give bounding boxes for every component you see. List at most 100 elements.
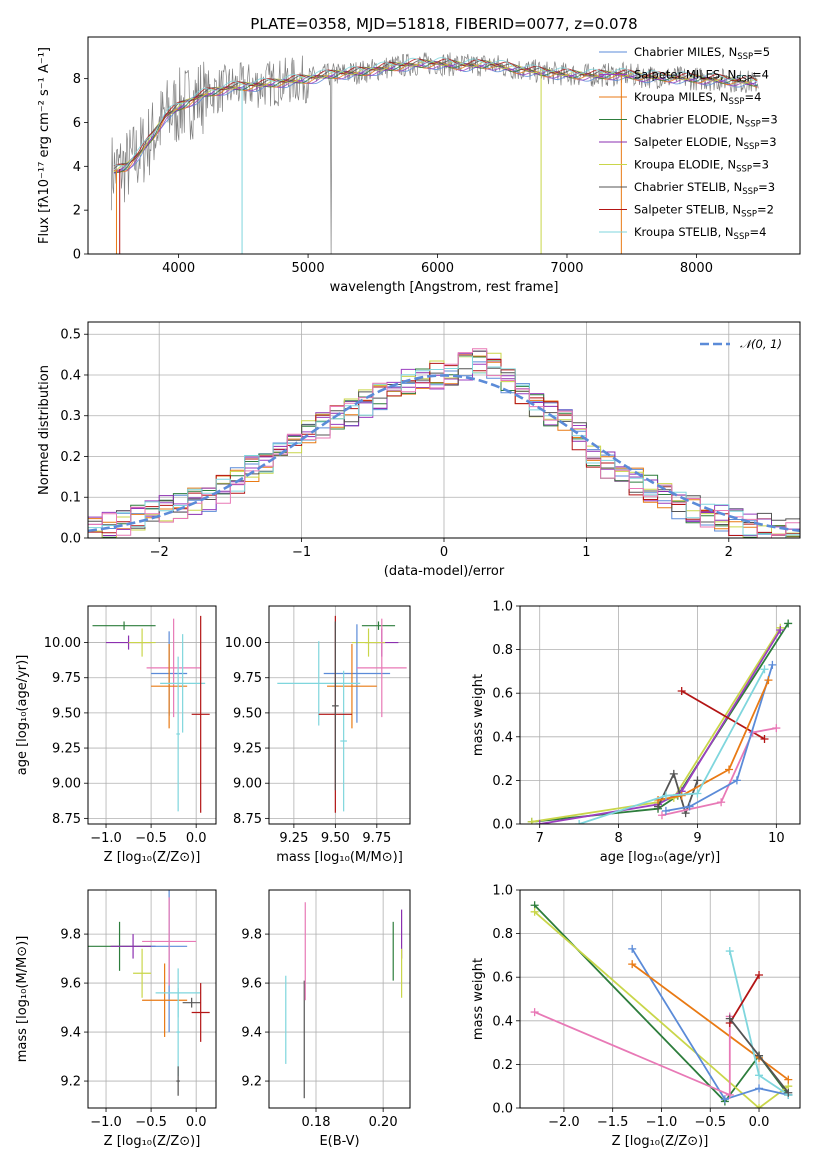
point-marker: [725, 1014, 734, 1023]
point-marker: [628, 944, 637, 953]
y-tick-label: 6: [73, 116, 81, 131]
point-marker: [755, 1071, 764, 1080]
point-marker: [530, 907, 539, 916]
point-marker: [661, 806, 670, 815]
y-tick-label: 0.4: [60, 368, 81, 383]
x-tick-label: 0: [440, 545, 448, 560]
point-marker: [755, 1104, 764, 1108]
y-tick-label: 9.00: [52, 777, 81, 792]
y-tick-label: 0.2: [60, 450, 81, 465]
weight-series-line: [665, 664, 774, 812]
legend-entry: Salpeter MILES, NSSP=4: [634, 68, 769, 85]
y-axis-label: mass weight: [471, 958, 486, 1040]
axes-frame: [268, 889, 411, 1109]
y-tick-label: 9.50: [233, 706, 262, 721]
point-marker: [776, 625, 785, 634]
point-marker: [661, 791, 670, 800]
y-tick-label: 0.5: [60, 328, 81, 343]
y-tick-label: 0.4: [492, 1014, 513, 1029]
weight-series-line: [631, 948, 789, 1101]
point-marker: [768, 660, 777, 669]
legend-entry: Chabrier MILES, NSSP=5: [634, 45, 770, 62]
point-marker: [530, 1008, 539, 1017]
axes-frame: [87, 321, 801, 539]
y-tick-label: 0.6: [492, 971, 513, 986]
axes-frame: [87, 36, 801, 255]
point-marker: [685, 802, 694, 811]
weight-vs-Z-plot-area: [530, 901, 793, 1108]
y-axis-label: age [log₁₀(age/yr)]: [15, 655, 30, 776]
y-tick-label: 0.0: [60, 532, 81, 547]
point-marker: [535, 820, 544, 824]
legend-entry: Chabrier ELODIE, NSSP=3: [634, 113, 778, 130]
point-marker: [575, 820, 584, 824]
model-spectrum-line: [113, 59, 758, 170]
weight-series-line: [729, 974, 760, 1024]
y-tick-label: 9.50: [52, 706, 81, 721]
axes-frame: [519, 605, 801, 825]
point-marker: [755, 971, 764, 980]
x-tick-label: 0.18: [302, 1115, 331, 1130]
y-tick-label: 9.4: [241, 1026, 262, 1041]
y-tick-label: 9.2: [241, 1075, 262, 1090]
weight-series-line: [657, 679, 770, 801]
y-tick-label: 8: [73, 72, 81, 87]
x-tick-label: 10: [768, 831, 785, 846]
point-marker: [784, 1088, 793, 1097]
y-tick-label: 0.8: [492, 927, 513, 942]
y-tick-label: 10.00: [44, 636, 81, 651]
y-tick-label: 0.2: [492, 774, 513, 789]
x-tick-label: 0.0: [186, 1115, 207, 1130]
y-tick-label: 0.0: [492, 818, 513, 833]
legend-entry: Kroupa MILES, NSSP=4: [634, 90, 761, 107]
y-tick-label: 9.6: [241, 977, 262, 992]
y-axis-label: Flux [fλ10⁻¹⁷ erg cm⁻² s⁻¹ A⁻¹]: [37, 47, 52, 244]
model-spectrum-line: [113, 57, 758, 167]
y-tick-label: 9.8: [60, 928, 81, 943]
x-tick-label: −1.5: [597, 1115, 629, 1130]
weight-series-line: [657, 771, 699, 816]
weight-vs-age-plot-area: [527, 619, 793, 824]
y-tick-label: 10.00: [225, 636, 262, 651]
y-tick-label: 0.0: [492, 1102, 513, 1117]
legend-entry: 𝒩(0, 1): [740, 337, 782, 351]
x-tick-label: −2: [150, 545, 169, 560]
x-axis-label: age [log₁₀(age/yr)]: [600, 850, 721, 865]
age-vs-Z-plot-area: [92, 615, 210, 813]
weight-series-line: [578, 668, 766, 824]
y-tick-label: 8.75: [233, 812, 262, 827]
x-tick-label: 9.50: [321, 831, 350, 846]
x-axis-label: E(B-V): [319, 1134, 359, 1149]
weight-series-line: [681, 690, 765, 740]
age-vs-mass-plot-area: [277, 615, 407, 813]
y-tick-label: 9.75: [52, 671, 81, 686]
x-axis-label: (data-model)/error: [384, 564, 505, 579]
point-marker: [760, 734, 769, 743]
point-marker: [720, 1095, 729, 1104]
x-tick-label: 5000: [292, 261, 325, 276]
spectrum-plot-area: [110, 52, 759, 254]
y-tick-label: 9.4: [60, 1026, 81, 1041]
point-marker: [628, 960, 637, 969]
y-tick-label: 9.8: [241, 928, 262, 943]
point-marker: [725, 947, 734, 956]
x-tick-label: −0.5: [135, 1115, 167, 1130]
x-axis-label: mass [log₁₀(M/M⊙)]: [276, 850, 403, 865]
point-marker: [725, 1090, 734, 1099]
point-marker: [732, 776, 741, 785]
x-tick-label: 0.0: [749, 1115, 770, 1130]
y-tick-label: 9.25: [52, 742, 81, 757]
x-tick-label: 0.20: [369, 1115, 398, 1130]
x-tick-label: −2.0: [548, 1115, 580, 1130]
x-tick-label: 1: [582, 545, 590, 560]
axes-frame: [268, 605, 411, 825]
y-tick-label: 0.3: [60, 409, 81, 424]
point-marker: [693, 789, 702, 798]
x-tick-label: 4000: [162, 261, 195, 276]
x-tick-label: 2: [725, 545, 733, 560]
y-tick-label: 0.2: [492, 1058, 513, 1073]
x-axis-label: Z [log₁₀(Z/Z⊙)]: [104, 850, 201, 865]
x-tick-label: 8: [614, 831, 622, 846]
x-axis-label: Z [log₁₀(Z/Z⊙)]: [612, 1134, 709, 1149]
